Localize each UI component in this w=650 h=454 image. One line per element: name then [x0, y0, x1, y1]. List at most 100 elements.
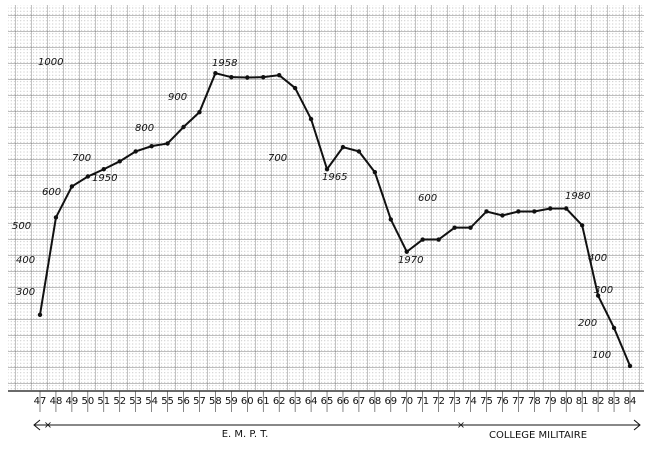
- graph-paper-major: [8, 5, 644, 390]
- data-point: [388, 217, 394, 222]
- data-point: [149, 143, 154, 149]
- x-tick-label: 48: [50, 396, 63, 407]
- period-label: COLLEGE MILITAIRE: [489, 430, 587, 441]
- x-tick-label: 52: [113, 396, 126, 407]
- data-point: [579, 223, 585, 228]
- annotation: 1000: [38, 57, 63, 68]
- data-point: [133, 149, 138, 154]
- data-point: [436, 237, 441, 242]
- data-point: [308, 116, 314, 122]
- annotation: 1980: [565, 191, 590, 202]
- data-point: [117, 159, 122, 164]
- x-tick-label: 76: [496, 396, 509, 407]
- data-point: [229, 74, 234, 80]
- annotation: 900: [168, 92, 187, 103]
- data-point: [165, 141, 170, 146]
- x-tick-label: 70: [400, 396, 413, 407]
- data-point: [611, 325, 617, 331]
- data-point: [245, 75, 250, 80]
- annotation: 200: [578, 318, 597, 329]
- data-point: [500, 213, 505, 218]
- annotation: 600: [418, 193, 437, 204]
- annotation: 1950: [92, 173, 117, 184]
- x-tick-label: 65: [321, 396, 334, 407]
- x-tick-label: 81: [576, 396, 589, 407]
- data-point: [53, 215, 59, 220]
- data-point: [564, 206, 569, 211]
- x-tick-label: 50: [81, 396, 94, 407]
- x-tick-label: 73: [448, 396, 461, 407]
- annotation: 1958: [212, 58, 237, 69]
- data-point: [37, 312, 43, 317]
- data-point: [595, 293, 601, 298]
- x-tick-label: 62: [273, 396, 286, 407]
- data-line: [39, 72, 631, 367]
- x-tick-label: 71: [416, 396, 429, 407]
- x-tick-label: 75: [480, 396, 493, 407]
- x-tick-label: 61: [257, 396, 270, 407]
- data-point: [213, 71, 218, 76]
- data-point: [276, 72, 282, 78]
- period-label: E. M. P. T.: [222, 429, 269, 440]
- data-point: [484, 209, 489, 214]
- x-tick-label: 66: [337, 396, 350, 407]
- data-point: [197, 109, 202, 115]
- data-point: [85, 174, 91, 179]
- x-tick-label: 64: [305, 396, 318, 407]
- data-point: [532, 209, 537, 214]
- period-arrows: [33, 419, 641, 431]
- data-point: [420, 237, 425, 242]
- annotation: 1965: [322, 172, 347, 183]
- annotation: 800: [135, 123, 154, 134]
- period-divider: ×: [44, 420, 52, 431]
- data-point: [69, 184, 75, 189]
- data-point: [468, 225, 473, 230]
- x-tick-label: 58: [209, 396, 222, 407]
- x-tick-label: 47: [34, 396, 47, 407]
- x-tick-label: 56: [177, 396, 190, 407]
- data-point: [452, 225, 457, 230]
- x-tick-label: 57: [193, 396, 206, 407]
- x-tick-label: 69: [384, 396, 397, 407]
- data-point: [548, 206, 553, 211]
- data-point: [324, 167, 330, 172]
- x-tick-label: 74: [464, 396, 477, 407]
- data-point: [340, 144, 346, 150]
- x-tick-label: 79: [544, 396, 557, 407]
- x-tick-label: 60: [241, 396, 254, 407]
- x-tick-label: 54: [145, 396, 158, 407]
- x-tick-label: 80: [560, 396, 573, 407]
- annotation: 300: [594, 285, 613, 296]
- data-point: [627, 363, 633, 369]
- data-point: [101, 167, 106, 172]
- x-tick-label: 49: [66, 396, 79, 407]
- x-tick-label: 51: [97, 396, 110, 407]
- data-point: [372, 170, 378, 175]
- annotation: 100: [592, 350, 611, 361]
- annotation: 500: [12, 221, 31, 232]
- data-point: [292, 85, 298, 91]
- x-tick-label: 83: [608, 396, 621, 407]
- data-point: [516, 209, 521, 214]
- annotation: 1970: [398, 255, 423, 266]
- annotation: 400: [16, 255, 35, 266]
- x-tick-label: 55: [161, 396, 174, 407]
- x-tick-label: 67: [353, 396, 366, 407]
- period-divider: ×: [457, 420, 465, 431]
- x-tick-label: 84: [624, 396, 637, 407]
- data-point: [181, 124, 186, 130]
- x-tick-label: 77: [512, 396, 525, 407]
- x-tick-label: 63: [289, 396, 302, 407]
- x-tick-label: 53: [129, 396, 142, 407]
- annotation: 300: [16, 287, 35, 298]
- x-tick-label: 78: [528, 396, 541, 407]
- annotation: 700: [268, 153, 287, 164]
- x-tick-label: 68: [368, 396, 381, 407]
- x-tick-label: 82: [592, 396, 605, 407]
- x-tick-label: 72: [432, 396, 445, 407]
- annotation: 700: [72, 153, 91, 164]
- data-point: [404, 249, 409, 254]
- annotation: 600: [42, 187, 61, 198]
- annotation: 400: [588, 253, 607, 264]
- data-point: [261, 74, 266, 80]
